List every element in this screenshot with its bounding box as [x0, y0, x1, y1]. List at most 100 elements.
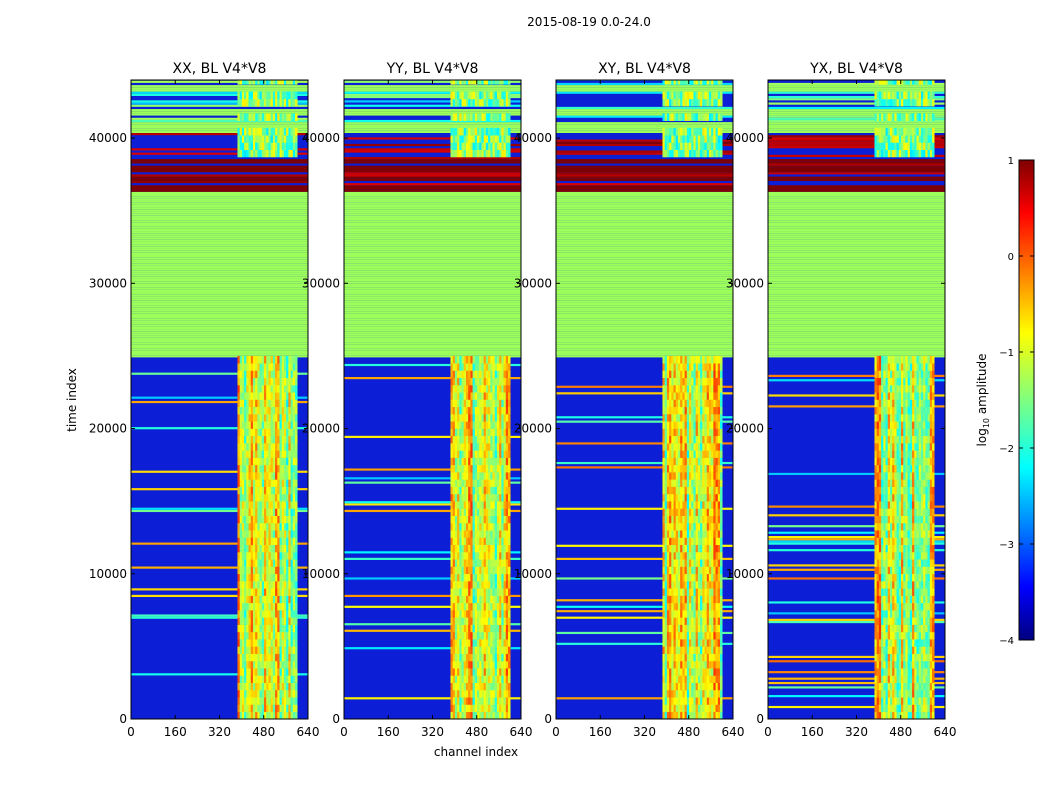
time-band: [131, 251, 308, 253]
rfi-cell: [696, 704, 699, 712]
rfi-cell: [244, 494, 247, 502]
rfi-cell: [693, 552, 696, 560]
rfi-cell: [295, 363, 298, 371]
rfi-cell: [709, 135, 712, 143]
rfi-cell: [273, 436, 276, 444]
rfi-cell: [466, 675, 469, 683]
rfi-cell: [464, 450, 467, 458]
rfi-cell: [700, 92, 703, 100]
rfi-cell: [470, 588, 473, 596]
rfi-cell: [255, 646, 258, 654]
rfi-cell: [676, 436, 679, 444]
rfi-cell: [682, 99, 685, 107]
rfi-cell: [674, 407, 677, 415]
rfi-cell: [676, 632, 679, 640]
rfi-cell: [464, 588, 467, 596]
rfi-cell: [687, 581, 690, 589]
rfi-cell: [490, 552, 493, 560]
rfi-cell: [665, 150, 668, 158]
rfi-cell: [676, 135, 679, 143]
rfi-cell: [295, 429, 298, 437]
rfi-cell: [685, 596, 688, 604]
rfi-cell: [486, 142, 489, 150]
rfi-cell: [501, 661, 504, 669]
rfi-cell: [713, 661, 716, 669]
rfi-cell: [468, 625, 471, 633]
rfi-cell: [669, 113, 672, 121]
rfi-cell: [682, 150, 685, 158]
rfi-cell: [262, 559, 265, 567]
rfi-cell: [262, 414, 265, 422]
rfi-cell: [264, 508, 267, 516]
rfi-cell: [671, 92, 674, 100]
rfi-cell: [713, 617, 716, 625]
rfi-cell: [707, 545, 710, 553]
y-tick-label: 30000: [89, 276, 127, 290]
rfi-cell: [280, 436, 283, 444]
rfi-cell: [453, 450, 456, 458]
rfi-cell: [295, 400, 298, 408]
rfi-cell: [709, 552, 712, 560]
rfi-cell: [490, 113, 493, 121]
time-band: [344, 238, 521, 240]
rfi-cell: [709, 537, 712, 545]
rfi-cell: [473, 458, 476, 466]
rfi-cell: [488, 378, 491, 386]
y-tick-label: 30000: [302, 276, 340, 290]
rfi-cell: [251, 639, 254, 647]
rfi-cell: [674, 494, 677, 502]
rfi-cell: [275, 559, 278, 567]
rfi-cell: [268, 150, 271, 158]
rfi-cell: [674, 683, 677, 691]
rfi-cell: [685, 400, 688, 408]
rfi-cell: [685, 99, 688, 107]
rfi-cell: [484, 92, 487, 100]
rfi-cell: [495, 363, 498, 371]
rfi-cell: [251, 370, 254, 378]
rfi-cell: [246, 581, 249, 589]
rfi-cell: [665, 508, 668, 516]
rfi-cell: [475, 596, 478, 604]
rfi-cell: [702, 392, 705, 400]
rfi-cell: [678, 567, 681, 575]
rfi-cell: [501, 508, 504, 516]
rfi-cell: [291, 142, 294, 150]
rfi-cell: [674, 135, 677, 143]
rfi-cell: [705, 77, 708, 85]
rfi-cell: [286, 77, 289, 85]
rfi-cell: [705, 704, 708, 712]
rfi-cell: [264, 414, 267, 422]
rfi-cell: [488, 356, 491, 364]
rfi-cell: [711, 552, 714, 560]
rfi-cell: [698, 516, 701, 524]
rfi-cell: [674, 603, 677, 611]
rfi-cell: [275, 690, 278, 698]
rfi-cell: [713, 407, 716, 415]
rfi-cell: [674, 508, 677, 516]
rfi-cell: [268, 370, 271, 378]
rfi-cell: [696, 654, 699, 662]
rfi-cell: [273, 617, 276, 625]
rfi-cell: [702, 654, 705, 662]
rfi-cell: [268, 414, 271, 422]
rfi-cell: [499, 610, 502, 618]
rfi-cell: [689, 537, 692, 545]
rfi-cell: [468, 479, 471, 487]
rfi-cell: [691, 436, 694, 444]
rfi-cell: [493, 683, 496, 691]
rfi-cell: [477, 99, 480, 107]
rfi-cell: [286, 392, 289, 400]
rfi-cell: [450, 516, 453, 524]
rfi-cell: [687, 559, 690, 567]
rfi-cell: [486, 92, 489, 100]
rfi-cell: [262, 113, 265, 121]
rfi-cell: [273, 501, 276, 509]
rfi-cell: [455, 523, 458, 531]
rfi-cell: [462, 472, 465, 480]
rfi-cell: [501, 458, 504, 466]
rfi-cell: [665, 443, 668, 451]
rfi-cell: [466, 385, 469, 393]
rfi-cell: [705, 712, 708, 720]
rfi-cell: [682, 675, 685, 683]
rfi-cell: [246, 530, 249, 538]
